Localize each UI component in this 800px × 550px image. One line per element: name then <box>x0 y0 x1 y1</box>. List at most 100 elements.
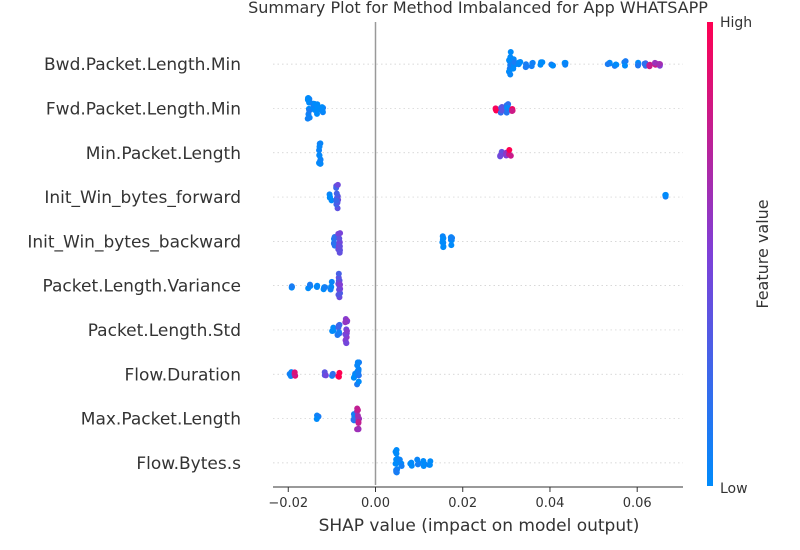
shap-point <box>662 191 669 198</box>
shap-point <box>507 71 514 78</box>
feature-label: Bwd.Packet.Length.Min <box>44 55 241 75</box>
shap-point <box>306 107 313 114</box>
feature-label: Min.Packet.Length <box>86 144 241 164</box>
shap-point <box>329 370 336 377</box>
shap-point <box>343 328 350 335</box>
shap-point <box>355 369 362 376</box>
shap-point <box>537 61 544 68</box>
shap-point <box>313 110 320 117</box>
shap-point <box>333 190 340 197</box>
feature-label: Packet.Length.Variance <box>43 277 242 297</box>
shap-point <box>439 236 446 243</box>
shap-point <box>327 286 334 293</box>
shap-point <box>326 193 333 200</box>
shap-point <box>646 62 653 69</box>
shap-point <box>641 60 648 67</box>
shap-point <box>427 458 434 465</box>
shap-point <box>449 235 456 242</box>
colorbar-high-label: High <box>720 15 752 31</box>
shap-point <box>392 448 399 455</box>
shap-point <box>612 61 619 68</box>
x-axis-label: SHAP value (impact on model output) <box>319 516 640 536</box>
shap-point <box>331 235 338 242</box>
shap-point <box>448 242 455 249</box>
shap-point <box>528 63 535 70</box>
shap-point <box>314 284 321 291</box>
shap-point <box>408 459 415 466</box>
shap-point <box>355 426 362 433</box>
feature-label: Max.Packet.Length <box>81 410 241 430</box>
shap-point <box>306 281 313 288</box>
shap-point <box>507 152 514 159</box>
shap-point <box>314 104 321 111</box>
shap-point <box>497 152 504 159</box>
shap-point <box>317 160 324 167</box>
shap-point <box>343 340 350 347</box>
x-tick-label: 0.04 <box>535 496 564 511</box>
shap-point <box>656 60 663 67</box>
shap-point <box>330 327 337 334</box>
shap-point <box>522 64 529 71</box>
shap-point <box>335 322 342 329</box>
shap-point <box>507 48 514 55</box>
shap-point <box>319 104 326 111</box>
shap-point <box>622 58 629 65</box>
shap-point <box>421 461 428 468</box>
shap-point <box>503 104 510 111</box>
shap-point <box>335 230 342 237</box>
shap-point <box>336 369 343 376</box>
shap-point <box>333 197 340 204</box>
shap-point <box>291 369 298 376</box>
points-layer <box>286 48 669 476</box>
shap-point <box>328 278 335 285</box>
shap-point <box>355 378 362 385</box>
shap-point <box>499 107 506 114</box>
shap-point <box>393 468 400 475</box>
shap-point <box>336 243 343 250</box>
shap-point <box>334 181 341 188</box>
shap-point <box>440 243 447 250</box>
shap-point <box>414 456 421 463</box>
shap-point <box>354 362 361 369</box>
feature-label: Fwd.Packet.Length.Min <box>46 99 241 119</box>
feature-rows: Bwd.Packet.Length.Min Fwd.Packet.Length.M… <box>27 55 683 474</box>
shap-point <box>562 61 569 68</box>
shap-point <box>336 329 343 336</box>
shap-point <box>304 96 311 103</box>
shap-point <box>506 57 513 64</box>
shap-point <box>350 416 357 423</box>
shap-point <box>336 286 343 293</box>
shap-point <box>288 283 295 290</box>
colorbar <box>707 22 713 486</box>
shap-point <box>322 372 329 379</box>
shap-point <box>354 412 361 419</box>
feature-label: Init_Win_bytes_backward <box>27 232 241 252</box>
shap-point <box>517 59 524 66</box>
shap-point <box>621 62 628 69</box>
feature-label: Flow.Bytes.s <box>136 454 241 474</box>
x-tick-label: 0.00 <box>361 496 390 511</box>
shap-point <box>337 281 344 288</box>
colorbar-low-label: Low <box>720 481 748 497</box>
shap-point <box>396 456 403 463</box>
shap-point <box>604 61 611 68</box>
shap-point <box>335 291 342 298</box>
shap-point <box>398 462 405 469</box>
colorbar-label: Feature value <box>753 199 772 308</box>
shap-point <box>634 62 641 69</box>
shap-point <box>335 270 342 277</box>
shap-point <box>304 115 311 122</box>
shap-point <box>506 146 513 153</box>
feature-label: Flow.Duration <box>125 365 242 385</box>
x-tick-label: 0.06 <box>623 496 652 511</box>
shap-point <box>336 235 343 242</box>
x-tick-label: −0.02 <box>268 496 308 511</box>
shap-point <box>322 284 329 291</box>
shap-point <box>316 143 323 150</box>
feature-label: Packet.Length.Std <box>88 321 241 341</box>
shap-point <box>414 461 421 468</box>
shap-point <box>313 415 320 422</box>
shap-point <box>316 152 323 159</box>
